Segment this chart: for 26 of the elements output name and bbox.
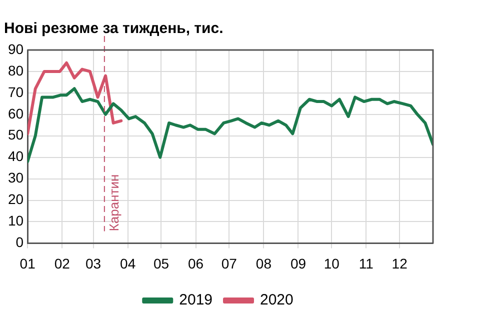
x-tick-label: 09: [290, 255, 306, 272]
y-tick-label: 70: [8, 84, 24, 100]
x-tick-label: 06: [188, 255, 204, 272]
x-tick-label: 04: [120, 255, 136, 272]
x-tick-label: 05: [153, 255, 170, 272]
legend-label: 2020: [260, 292, 294, 309]
ref-line-label: Карантин: [106, 174, 122, 232]
x-tick-label: 12: [392, 255, 408, 272]
legend-label: 2019: [179, 292, 213, 309]
y-tick-label: 0: [16, 234, 24, 250]
y-tick-label: 50: [8, 126, 24, 143]
x-tick-label: 11: [358, 255, 374, 272]
y-tick-label: 90: [8, 40, 24, 57]
y-tick-label: 80: [8, 62, 24, 78]
y-tick-label: 60: [8, 105, 24, 122]
x-tick-label: 01: [20, 255, 36, 272]
y-tick-label: 20: [8, 191, 24, 208]
x-tick-label: 02: [54, 255, 70, 272]
x-tick-label: 10: [324, 255, 340, 272]
chart-title: Нові резюме за тиждень, тис.: [4, 20, 224, 38]
y-tick-label: 10: [8, 212, 24, 229]
x-tick-label: 03: [86, 255, 102, 272]
y-tick-label: 30: [8, 170, 24, 186]
y-tick-label: 40: [8, 148, 24, 164]
x-tick-label: 07: [221, 255, 238, 272]
x-tick-label: 08: [256, 255, 272, 272]
